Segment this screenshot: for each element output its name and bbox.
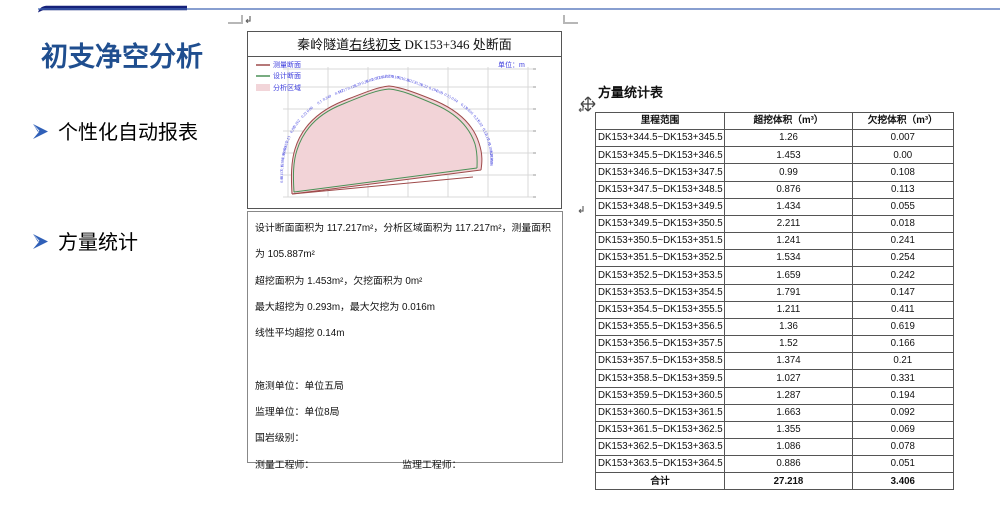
svg-text:0.13: 0.13 xyxy=(284,135,291,143)
svg-text:0.09: 0.09 xyxy=(436,88,444,95)
svg-text:设计断面: 设计断面 xyxy=(273,71,301,80)
svg-text:0.016: 0.016 xyxy=(465,106,475,116)
svg-text:0.22: 0.22 xyxy=(420,82,428,89)
svg-text:0.262: 0.262 xyxy=(292,118,301,128)
svg-text:单位：m: 单位：m xyxy=(498,60,525,69)
svg-text:0.06: 0.06 xyxy=(489,159,494,166)
svg-text:0.02: 0.02 xyxy=(477,119,485,128)
svg-text:0.06: 0.06 xyxy=(305,105,314,113)
svg-text:0.04: 0.04 xyxy=(450,96,459,104)
svg-text:测量断面: 测量断面 xyxy=(273,60,301,69)
svg-text:0.217: 0.217 xyxy=(338,86,348,94)
svg-text:分析区域: 分析区域 xyxy=(273,83,301,92)
svg-text:0.249: 0.249 xyxy=(322,93,332,102)
